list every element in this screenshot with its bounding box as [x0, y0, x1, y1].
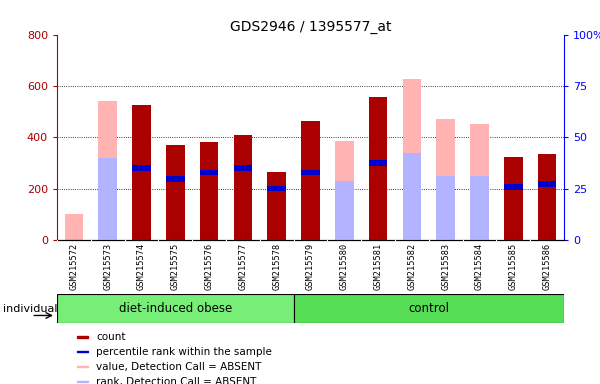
Bar: [538, 154, 556, 240]
Text: GSM215572: GSM215572: [70, 243, 79, 290]
Bar: [77, 381, 88, 382]
Bar: [504, 184, 523, 190]
Bar: [335, 141, 353, 240]
Bar: [268, 186, 286, 192]
Bar: [57, 294, 293, 323]
Text: rank, Detection Call = ABSENT: rank, Detection Call = ABSENT: [96, 377, 256, 384]
Text: GSM215577: GSM215577: [238, 243, 247, 290]
Text: GSM215574: GSM215574: [137, 243, 146, 290]
Bar: [77, 336, 88, 338]
Bar: [200, 170, 218, 175]
Text: GSM215582: GSM215582: [407, 243, 416, 290]
Bar: [166, 145, 185, 240]
Text: GSM215573: GSM215573: [103, 243, 112, 290]
Bar: [504, 157, 523, 240]
Bar: [166, 176, 185, 182]
Bar: [233, 135, 252, 240]
Bar: [470, 124, 489, 240]
Bar: [436, 176, 455, 240]
Bar: [403, 79, 421, 240]
Bar: [98, 158, 117, 240]
Bar: [436, 119, 455, 240]
Bar: [77, 351, 88, 353]
Bar: [200, 142, 218, 240]
Bar: [301, 121, 320, 240]
Bar: [268, 172, 286, 240]
Bar: [301, 170, 320, 175]
Bar: [132, 105, 151, 240]
Text: count: count: [96, 332, 125, 342]
Bar: [403, 153, 421, 240]
Bar: [369, 98, 388, 240]
Text: diet-induced obese: diet-induced obese: [119, 302, 232, 314]
Text: percentile rank within the sample: percentile rank within the sample: [96, 347, 272, 357]
Bar: [335, 181, 353, 240]
Bar: [98, 101, 117, 240]
Bar: [65, 214, 83, 240]
Text: GSM215578: GSM215578: [272, 243, 281, 290]
Text: GSM215586: GSM215586: [542, 243, 551, 290]
Bar: [233, 165, 252, 171]
Bar: [538, 182, 556, 187]
Text: GSM215575: GSM215575: [171, 243, 180, 290]
Text: individual: individual: [3, 304, 58, 314]
Text: GSM215579: GSM215579: [306, 243, 315, 290]
Bar: [132, 165, 151, 171]
Bar: [369, 160, 388, 166]
Bar: [77, 366, 88, 367]
Bar: [470, 176, 489, 240]
Text: GSM215583: GSM215583: [441, 243, 450, 290]
Text: GSM215580: GSM215580: [340, 243, 349, 290]
Text: value, Detection Call = ABSENT: value, Detection Call = ABSENT: [96, 362, 262, 372]
Bar: [293, 294, 564, 323]
Text: GSM215584: GSM215584: [475, 243, 484, 290]
Text: GSM215585: GSM215585: [509, 243, 518, 290]
Text: control: control: [408, 302, 449, 314]
Text: GSM215576: GSM215576: [205, 243, 214, 290]
Title: GDS2946 / 1395577_at: GDS2946 / 1395577_at: [230, 20, 391, 33]
Text: GSM215581: GSM215581: [374, 243, 383, 290]
